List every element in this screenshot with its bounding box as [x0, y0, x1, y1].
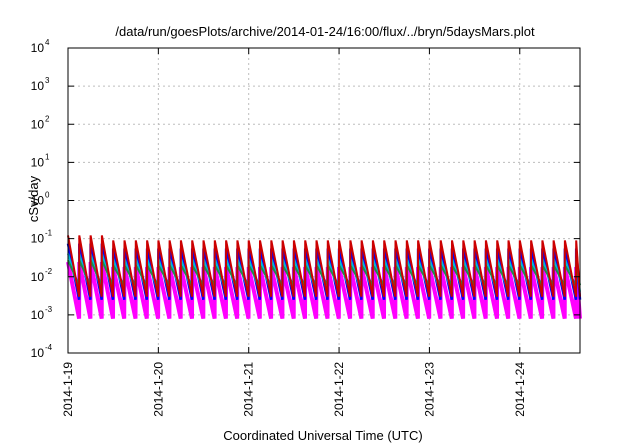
chart-title: /data/run/goesPlots/archive/2014-01-24/1… — [115, 24, 535, 39]
y-tick-label: 10 — [31, 232, 45, 246]
y-tick-label: 10 — [31, 155, 45, 169]
y-tick-label: 10 — [31, 117, 45, 131]
x-tick-label: 2014-1-20 — [151, 362, 165, 417]
y-tick-exponent: -3 — [45, 305, 53, 314]
x-tick-label: 2014-1-23 — [422, 362, 436, 417]
x-tick-label: 2014-1-21 — [242, 362, 256, 417]
x-tick-label: 2014-1-22 — [332, 362, 346, 417]
y-tick-label: 10 — [31, 270, 45, 284]
y-tick-exponent: 3 — [45, 76, 50, 85]
y-tick-exponent: 1 — [45, 152, 50, 161]
y-tick-exponent: 4 — [45, 38, 50, 47]
y-tick-exponent: 2 — [45, 114, 50, 123]
y-axis-label: cSv/day — [26, 175, 41, 222]
series-layer — [66, 235, 582, 320]
y-tick-exponent: -1 — [45, 229, 53, 238]
x-tick-label: 2014-1-19 — [61, 362, 75, 417]
y-tick-label: 10 — [31, 194, 45, 208]
x-axis-label: Coordinated Universal Time (UTC) — [223, 428, 422, 443]
series-line — [67, 235, 581, 297]
y-tick-exponent: 0 — [45, 191, 50, 200]
y-tick-exponent: -2 — [45, 267, 53, 276]
y-tick-label: 10 — [31, 41, 45, 55]
y-tick-label: 10 — [31, 308, 45, 322]
y-tick-label: 10 — [31, 346, 45, 360]
y-tick-label: 10 — [31, 79, 45, 93]
x-tick-label: 2014-1-24 — [513, 362, 527, 417]
y-tick-exponent: -4 — [45, 343, 53, 352]
